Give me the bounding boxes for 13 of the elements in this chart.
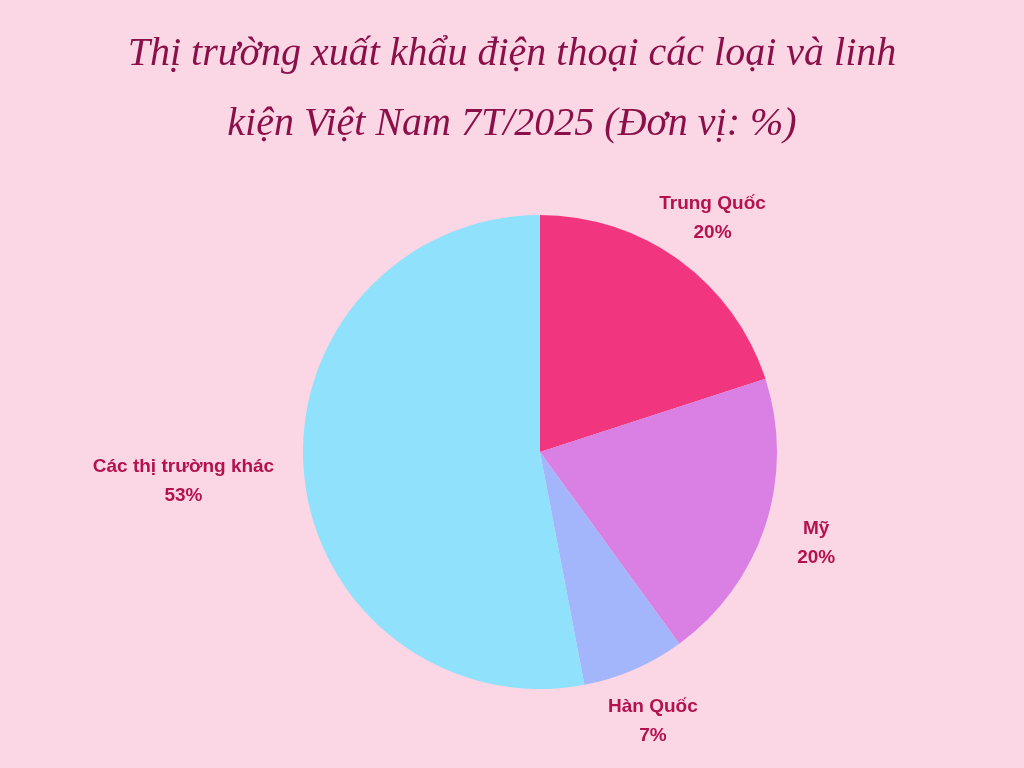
chart-title: Thị trường xuất khẩu điện thoại các loại và linh kiện Việt Nam 7T/2025 (Đơn vị: %)	[127, 29, 897, 144]
pie-slice	[540, 378, 777, 644]
data-label: 53%	[164, 483, 203, 505]
data-label: 20%	[693, 221, 732, 243]
slice-label: Hàn Quốc	[608, 694, 699, 716]
pie-slice	[540, 215, 766, 452]
data-label: 7%	[639, 723, 667, 745]
slice-label: Các thị trường khác	[92, 454, 275, 476]
slice-label: Mỹ	[802, 517, 830, 539]
data-label: 20%	[797, 546, 836, 568]
pie-slice	[303, 215, 585, 689]
slice-label: Trung Quốc	[659, 192, 767, 214]
pie-slice	[540, 452, 680, 685]
